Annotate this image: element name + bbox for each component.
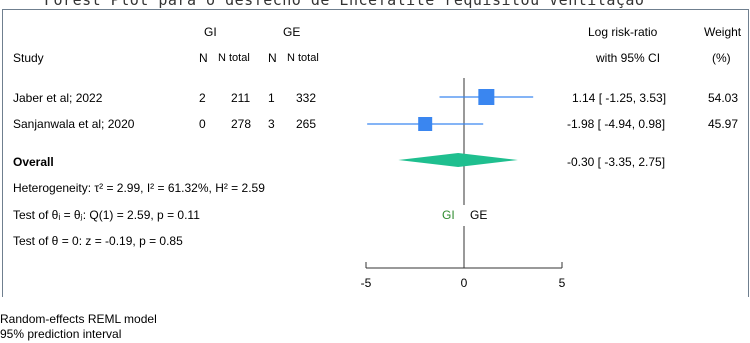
study-n2: 3: [268, 117, 275, 131]
study-ci-text: 1.14 [ -1.25, 3.53]: [572, 91, 667, 105]
study-weight: 45.97: [708, 117, 739, 131]
header-ntotal2: N total: [287, 52, 319, 64]
study-ntotal2: 332: [296, 91, 317, 105]
favors-right-label: GE: [470, 208, 488, 222]
header-effect-line1: Log risk-ratio: [588, 25, 658, 39]
study-n1: 0: [199, 117, 206, 131]
header-ntotal1: N total: [218, 52, 250, 64]
favors-left-label: GI: [442, 208, 455, 222]
overall-ci-text: -0.30 [ -3.35, 2.75]: [567, 155, 666, 169]
header-group-gi: GI: [204, 25, 217, 39]
prediction-interval-note: 95% prediction interval: [0, 327, 122, 341]
header-n1: N: [199, 51, 208, 65]
study-weight: 54.03: [708, 91, 739, 105]
x-tick-label: 0: [461, 276, 468, 290]
study-marker: [418, 117, 433, 131]
header-study: Study: [13, 51, 44, 65]
study-marker: [478, 89, 495, 105]
study-ntotal1: 211: [231, 91, 251, 105]
study-ci-text: -1.98 [ -4.94, 0.98]: [567, 117, 666, 131]
header-effect-line2: with 95% CI: [596, 51, 661, 65]
model-note: Random-effects REML model: [0, 312, 157, 326]
chart-caption: Forest Plot para o desfecho de Encefalit…: [44, 0, 645, 9]
forest-plot-frame: [2, 9, 749, 297]
x-tick-label: -5: [361, 276, 372, 290]
x-tick-label: 5: [559, 276, 566, 290]
study-ntotal2: 265: [296, 117, 317, 131]
theta-test-text: Test of θᵢ = θⱼ: Q(1) = 2.59, p = 0.11: [13, 208, 200, 222]
heterogeneity-text: Heterogeneity: τ² = 2.99, I² = 61.32%, H…: [13, 181, 265, 195]
header-weight-line1: Weight: [704, 25, 742, 39]
overall-diamond: [398, 153, 518, 167]
header-group-ge: GE: [283, 25, 301, 39]
zero-test-text: Test of θ = 0: z = -0.19, p = 0.85: [13, 234, 183, 248]
header-weight-line2: (%): [712, 51, 731, 65]
study-name: Jaber et al; 2022: [13, 91, 103, 105]
study-name: Sanjanwala et al; 2020: [13, 117, 135, 131]
study-n1: 2: [199, 91, 206, 105]
study-ntotal1: 278: [231, 117, 252, 131]
study-n2: 1: [268, 91, 275, 105]
overall-label: Overall: [13, 155, 54, 169]
header-n2: N: [268, 51, 277, 65]
